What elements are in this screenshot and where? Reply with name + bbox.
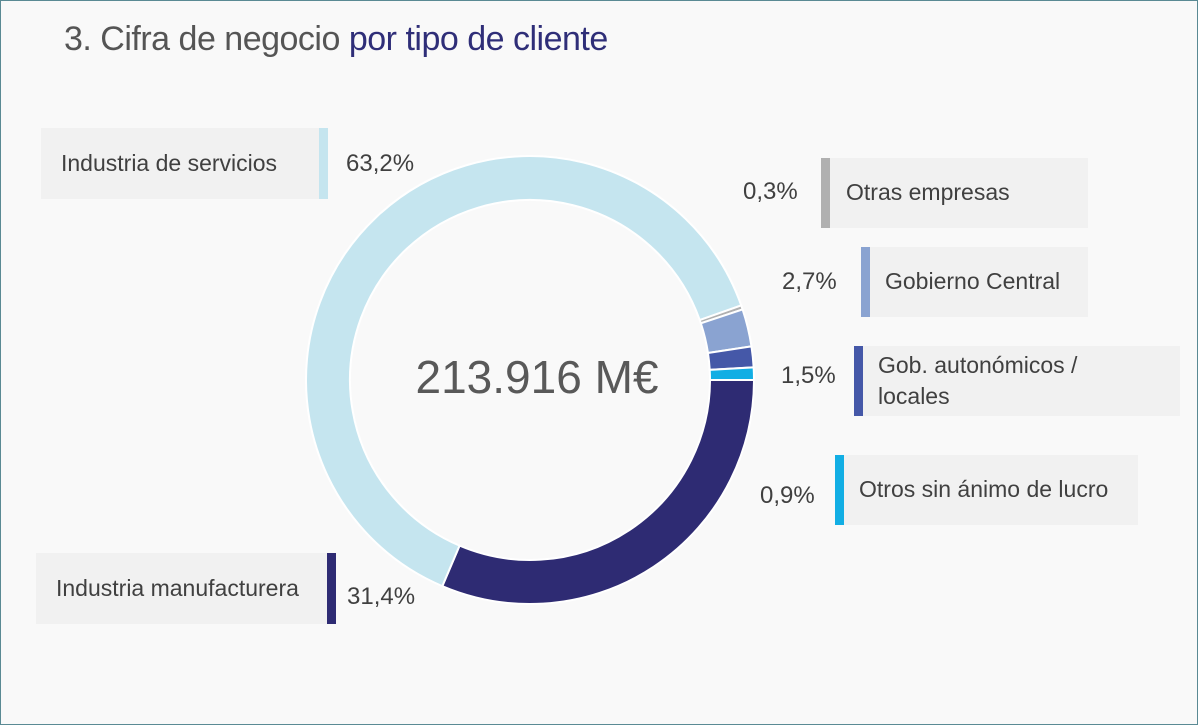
chart-title: 3. Cifra de negocio por tipo de cliente (64, 20, 608, 59)
slice-industria-manufacturera (441, 379, 756, 605)
color-bar (835, 455, 844, 525)
label-text: Industria de servicios (61, 149, 278, 176)
color-bar (319, 128, 328, 199)
color-bar (327, 553, 336, 624)
title-prefix: 3. Cifra de negocio (64, 20, 340, 58)
label-text: Industria manufacturera (56, 574, 299, 601)
label-text: Otras empresas (846, 179, 1010, 206)
color-bar (854, 346, 863, 416)
pct-otras-empresas: 0,3% (743, 178, 798, 205)
title-accent: por tipo de cliente (348, 20, 608, 58)
pct-otros-sin-animo: 0,9% (760, 482, 815, 509)
label-gobierno-central: Gobierno Central (861, 247, 1088, 317)
slice-otros-sin-ánimo-de-lucro (708, 366, 756, 381)
label-industria-manufacturera: Industria manufacturera (36, 553, 336, 624)
pct-industria-manufacturera: 31,4% (347, 583, 416, 610)
center-total: 213.916 M€ (415, 351, 659, 403)
pct-industria-servicios: 63,2% (346, 150, 415, 177)
label-otros-sin-animo: Otros sin ánimo de lucro (835, 455, 1138, 525)
color-bar (821, 158, 830, 228)
pct-gobierno-central: 2,7% (782, 268, 837, 295)
pct-gob-autonomicos: 1,5% (781, 362, 836, 389)
label-text: Gob. autonómicos / locales (878, 351, 1078, 409)
label-text: Otros sin ánimo de lucro (859, 476, 1109, 503)
color-bar (861, 247, 870, 317)
label-gob-autonomicos: Gob. autonómicos / locales (854, 346, 1180, 416)
label-text: Gobierno Central (885, 268, 1061, 295)
label-industria-servicios: Industria de servicios (41, 128, 328, 199)
slice-industria-de-servicios (305, 155, 743, 588)
label-otras-empresas: Otras empresas (821, 158, 1088, 228)
